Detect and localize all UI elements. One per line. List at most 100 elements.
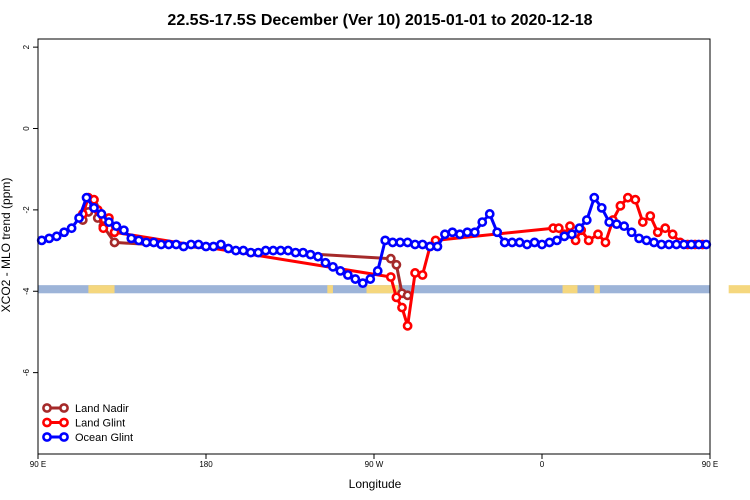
data-point (649, 237, 659, 248)
data-point (671, 239, 682, 250)
data-point (593, 229, 603, 240)
data-point (335, 266, 346, 276)
data-point (268, 245, 279, 256)
data-point (313, 251, 323, 262)
data-point (74, 213, 84, 223)
data-point (499, 237, 510, 248)
land-segment (562, 285, 578, 294)
data-point (141, 237, 152, 248)
data-point (59, 227, 70, 238)
data-point (216, 239, 226, 250)
data-point (484, 209, 495, 219)
data-point (637, 217, 648, 227)
x-tick-label: 0 (540, 460, 545, 469)
x-tick-label: 180 (199, 460, 213, 469)
data-point (201, 241, 211, 252)
data-point (565, 221, 575, 232)
data-point (391, 259, 402, 270)
legend: Land Nadir Land Glint Ocean Glint (42, 403, 133, 444)
data-point (186, 239, 196, 250)
x-tick-label: 90 E (30, 460, 46, 469)
legend-marker (59, 432, 69, 442)
data-point (260, 245, 271, 256)
data-point (230, 245, 241, 256)
y-tick-label: 0 (22, 126, 31, 131)
data-point (328, 261, 338, 272)
data-point (98, 223, 109, 234)
legend-marker (59, 403, 69, 413)
legend-label: Land Glint (75, 418, 125, 430)
data-point (89, 202, 99, 213)
data-point (342, 270, 353, 280)
data-point (492, 227, 503, 238)
data-point (589, 192, 600, 203)
data-point (469, 227, 480, 238)
data-point (686, 239, 697, 250)
data-point (109, 237, 120, 248)
data-point (462, 227, 473, 238)
data-point (380, 235, 391, 246)
y-tick-label: -2 (22, 206, 31, 214)
series-layer (36, 192, 712, 331)
legend-item: Ocean Glint (42, 432, 133, 444)
data-point (440, 229, 450, 240)
data-point (395, 237, 406, 248)
data-point (693, 239, 704, 250)
data-point (320, 257, 331, 268)
data-point (305, 249, 316, 260)
data-point (126, 233, 137, 244)
data-point (529, 237, 540, 248)
data-point (163, 239, 174, 250)
data-point (583, 235, 594, 246)
data-point (604, 217, 615, 227)
data-point (645, 211, 656, 221)
data-point (385, 272, 396, 282)
data-point (238, 245, 249, 256)
data-point (118, 225, 129, 236)
data-point (36, 235, 47, 246)
y-tick-label: -4 (22, 287, 31, 295)
data-point (298, 247, 308, 258)
data-point (581, 215, 592, 225)
legend-label: Land Nadir (75, 403, 129, 415)
data-point (553, 223, 564, 234)
legend-marker (42, 432, 52, 442)
data-point (193, 239, 204, 250)
data-point (275, 245, 286, 256)
data-point (365, 274, 376, 284)
data-point (701, 239, 712, 250)
data-point (417, 270, 428, 280)
data-point (619, 221, 630, 232)
x-tick-label: 90 E (702, 460, 718, 469)
series-ocean-glint (36, 192, 712, 289)
legend-marker (59, 417, 69, 428)
data-point (387, 237, 398, 248)
data-point (283, 245, 294, 256)
data-point (385, 253, 396, 264)
plot-frame (37, 38, 711, 455)
data-point (178, 241, 189, 252)
data-point (148, 237, 159, 248)
data-point (96, 209, 107, 219)
data-point (44, 233, 55, 244)
data-point (656, 239, 667, 250)
data-point (537, 239, 547, 250)
legend-label: Ocean Glint (75, 432, 133, 444)
legend-item: Land Nadir (42, 403, 129, 415)
y-tick-label: 2 (22, 44, 31, 49)
data-point (641, 235, 652, 246)
data-point (514, 237, 525, 248)
x-tick-label: 90 W (365, 460, 384, 469)
data-point (477, 217, 488, 227)
land-ocean-band (38, 285, 750, 294)
data-point (600, 237, 611, 248)
data-point (402, 320, 413, 331)
data-point (615, 200, 626, 211)
data-point (156, 239, 167, 250)
data-point (596, 202, 607, 213)
data-point (447, 227, 458, 238)
data-point (350, 274, 361, 284)
data-point (372, 266, 383, 276)
data-point (410, 239, 420, 250)
legend-item: Land Glint (42, 417, 125, 430)
